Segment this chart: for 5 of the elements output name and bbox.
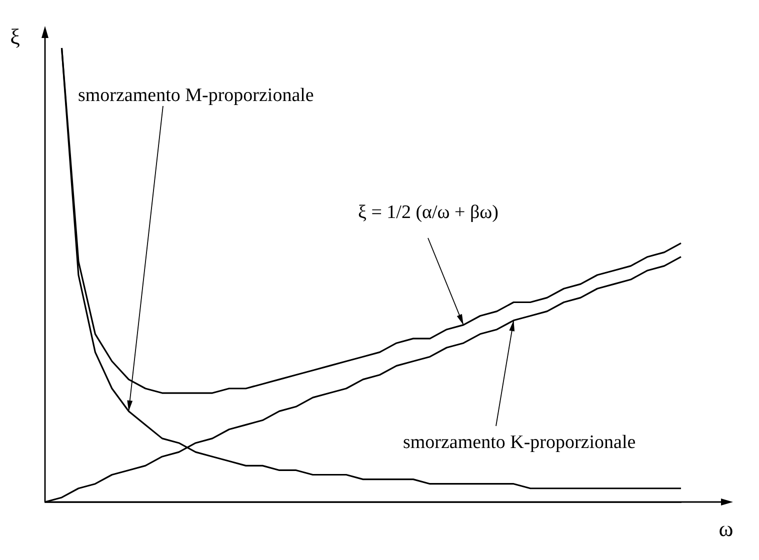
x-axis-title: ω [718, 516, 734, 541]
annotation: ξ = 1/2 (α/ω + βω) [358, 202, 498, 223]
y-axis-title: ξ [10, 24, 20, 49]
annotation: smorzamento K-proporzionale [403, 432, 636, 453]
annotation: smorzamento M-proporzionale [78, 84, 314, 106]
